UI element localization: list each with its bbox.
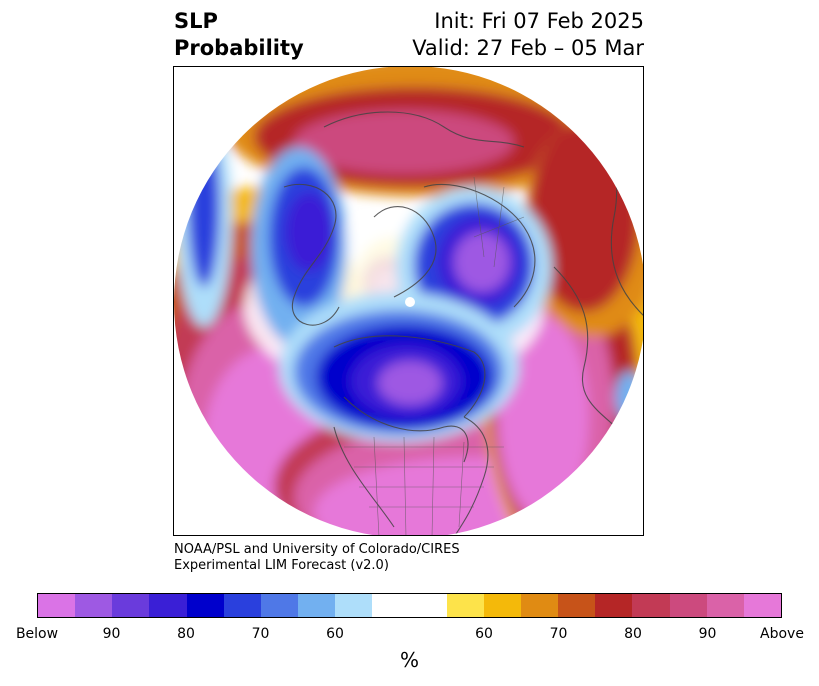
title-line-2: Probability xyxy=(174,36,304,60)
coastlines xyxy=(283,106,643,535)
colorbar-below-1 xyxy=(75,594,113,617)
credit-line-1: NOAA/PSL and University of Colorado/CIRE… xyxy=(174,542,460,557)
colorbar-ticks: Below 90 80 70 60 60 70 80 90 Above xyxy=(0,626,819,644)
init-date: Init: Fri 07 Feb 2025 xyxy=(434,9,644,33)
colorbar-below-2 xyxy=(112,594,150,617)
colorbar-below-7 xyxy=(298,594,336,617)
colorbar-tick-label: 70 xyxy=(549,626,568,642)
colorbar-below-4 xyxy=(186,594,224,617)
colorbar-below-6 xyxy=(260,594,299,617)
colorbar-tick-label: Below xyxy=(15,626,59,642)
title-line-1: SLP xyxy=(174,9,218,33)
colorbar-tick-label: 60 xyxy=(475,626,493,642)
colorbar-tick-label: Above xyxy=(760,626,804,642)
colorbar-tick-label: 90 xyxy=(698,626,717,642)
colorbar-above-8 xyxy=(743,594,782,617)
chart-title: SLP Probability xyxy=(174,8,304,62)
colorbar-above-3 xyxy=(558,594,596,617)
colorbar-below-8 xyxy=(335,594,373,617)
probability-map xyxy=(174,67,643,535)
forecast-dates: Init: Fri 07 Feb 2025 Valid: 27 Feb – 05… xyxy=(412,8,644,62)
colorbar-unit: % xyxy=(399,648,419,672)
colorbar-above-6 xyxy=(669,594,707,617)
credit-line-2: Experimental LIM Forecast (v2.0) xyxy=(174,558,389,573)
colorbar xyxy=(37,593,782,618)
colorbar-above-7 xyxy=(706,594,744,617)
colorbar-below-3 xyxy=(149,594,187,617)
colorbar-tick-label: 60 xyxy=(326,626,344,642)
valid-date: Valid: 27 Feb – 05 Mar xyxy=(412,36,644,60)
state-borders xyxy=(344,176,525,535)
colorbar-tick-label: 80 xyxy=(177,626,195,642)
colorbar-tick-label: 70 xyxy=(251,626,270,642)
credit-text: NOAA/PSL and University of Colorado/CIRE… xyxy=(174,542,460,574)
colorbar-above-5 xyxy=(632,594,670,617)
colorbar-above-0 xyxy=(446,594,484,617)
colorbar-above-1 xyxy=(483,594,522,617)
colorbar-neutral xyxy=(372,594,447,617)
colorbar-above-4 xyxy=(595,594,633,617)
colorbar-below-0 xyxy=(38,594,76,617)
colorbar-above-2 xyxy=(521,594,559,617)
colorbar-tick-label: 90 xyxy=(102,626,121,642)
colorbar-below-5 xyxy=(223,594,261,617)
map-panel xyxy=(173,66,644,536)
colorbar-tick-label: 80 xyxy=(624,626,642,642)
